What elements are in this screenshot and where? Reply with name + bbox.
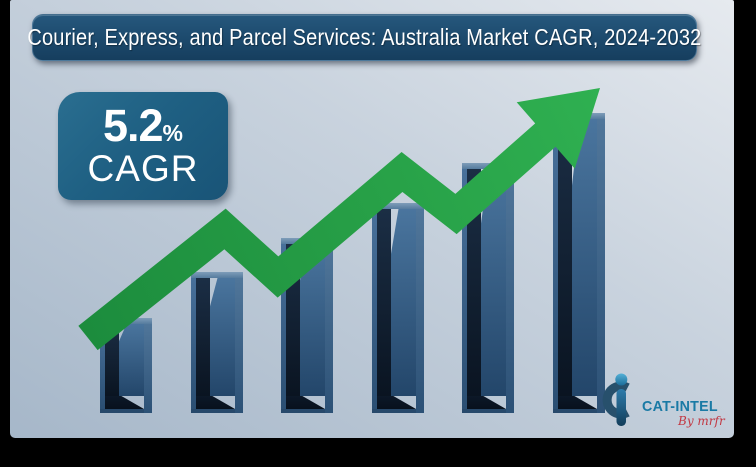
bar-base	[372, 409, 416, 413]
cagr-label: CAGR	[87, 148, 199, 190]
bar-left-edge	[100, 324, 105, 409]
page-title: Courier, Express, and Parcel Services: A…	[27, 24, 702, 50]
bar-mid-face	[210, 278, 235, 396]
bar-base	[553, 409, 597, 413]
bar-dark-face	[105, 324, 119, 396]
bar-right-edge	[416, 209, 424, 413]
bar-dark-face	[558, 119, 572, 396]
bar-right-edge	[506, 169, 514, 413]
bar-mid-face	[572, 119, 597, 396]
bar-mid-face	[119, 324, 144, 396]
bar-bottom-bevel	[196, 396, 235, 409]
bar-column	[372, 203, 424, 413]
bar-base	[100, 409, 144, 413]
bar-bottom-bevel	[467, 396, 506, 409]
bar-right-edge	[144, 324, 152, 413]
bar-base	[462, 409, 506, 413]
bar-mid-face	[481, 169, 506, 396]
bar-top-cap	[462, 163, 514, 169]
brand-name: CAT-INTEL	[642, 398, 718, 415]
bar-bottom-bevel	[105, 396, 144, 409]
bar-base	[191, 409, 235, 413]
bar-bottom-bevel	[377, 396, 416, 409]
bar-mid-face	[300, 244, 325, 396]
cagr-badge: 5.2% CAGR	[58, 92, 228, 200]
bar-dark-face	[467, 169, 481, 396]
bar-column	[281, 238, 333, 413]
bar-right-edge	[325, 244, 333, 413]
bar-base	[281, 409, 325, 413]
infographic-background: Courier, Express, and Parcel Services: A…	[10, 0, 734, 438]
bar-top-cap	[372, 203, 424, 209]
cagr-value-row: 5.2%	[103, 103, 183, 148]
bar-top-cap	[191, 272, 243, 278]
bar-dark-face	[286, 244, 300, 396]
bar-right-edge	[597, 119, 605, 413]
brand-logo: CAT-INTEL By mrfr	[602, 372, 734, 432]
bar-dark-face	[377, 209, 391, 396]
bar-column	[100, 318, 152, 413]
bar-dark-face	[196, 278, 210, 396]
cagr-percent-sign: %	[162, 120, 183, 147]
bar-column	[462, 163, 514, 413]
bar-top-cap	[281, 238, 333, 244]
bar-right-edge	[235, 278, 243, 413]
brand-byline: By mrfr	[678, 414, 725, 428]
bar-bottom-bevel	[286, 396, 325, 409]
bar-mid-face	[391, 209, 416, 396]
bar-top-cap	[553, 113, 605, 119]
bar-top-cap	[100, 318, 152, 324]
title-banner: Courier, Express, and Parcel Services: A…	[27, 14, 701, 61]
bar-bottom-bevel	[558, 396, 597, 409]
ci-logo-icon	[602, 373, 630, 426]
cagr-value: 5.2	[102, 100, 164, 152]
bar-column	[553, 113, 605, 413]
bar-column	[191, 272, 243, 413]
